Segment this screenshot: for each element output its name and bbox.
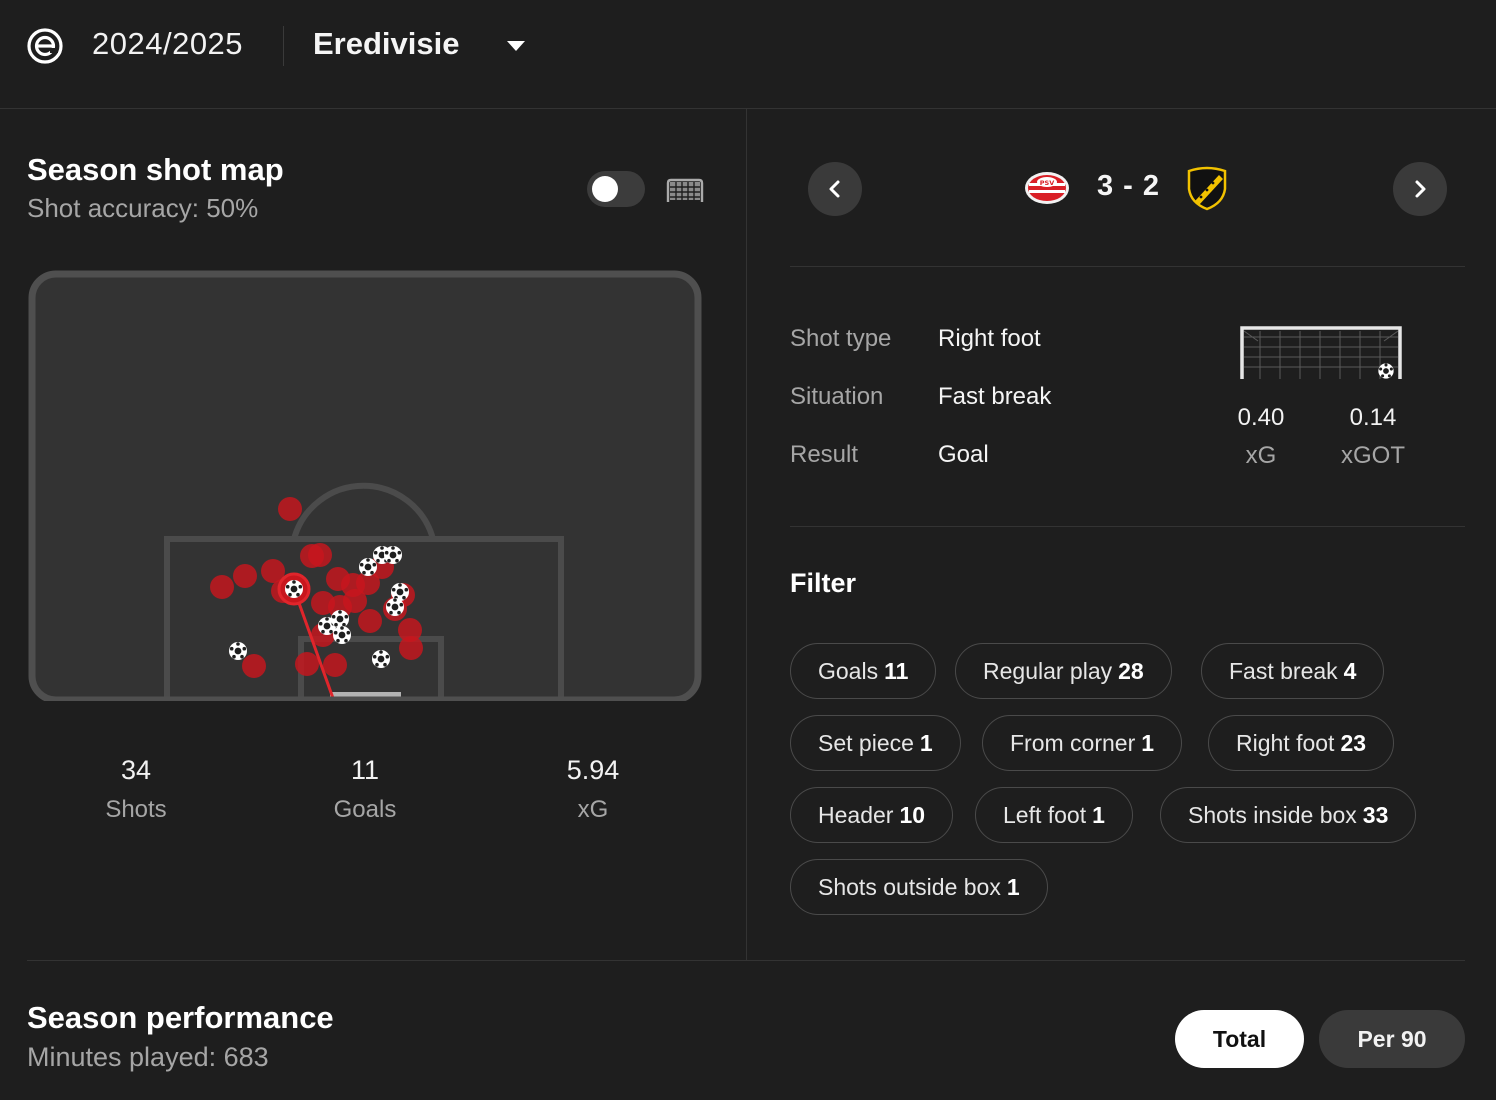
filter-chip-shots-outside-box[interactable]: Shots outside box 1: [790, 859, 1048, 915]
chip-label: From corner: [1010, 730, 1136, 756]
chip-label: Header: [818, 802, 894, 828]
penalty-area: [164, 536, 564, 700]
shot-accuracy: Shot accuracy: 50%: [27, 193, 259, 223]
stat-value: 34: [120, 755, 152, 785]
filter-chip-from-corner[interactable]: From corner 1: [982, 715, 1183, 771]
pitch-border: [28, 270, 702, 701]
divider: [790, 526, 1465, 527]
chip-count: 1: [1141, 730, 1155, 756]
stat-xg: 5.94 xG: [513, 755, 673, 824]
previous-match-button[interactable]: [808, 162, 862, 216]
season-selector[interactable]: 2024/2025: [92, 26, 244, 61]
eredivisie-logo-icon: [27, 28, 63, 64]
header-divider: [283, 26, 284, 66]
stat-shots: 34 Shots: [56, 755, 216, 824]
stat-value: 11: [350, 755, 380, 785]
stat-label: xG: [577, 796, 609, 823]
shot-map-title: Season shot map: [27, 152, 284, 187]
shot-map-pitch[interactable]: [27, 269, 703, 701]
filter-chip-fast-break[interactable]: Fast break 4: [1201, 643, 1385, 699]
filter-title: Filter: [790, 568, 857, 598]
top-bar: 2024/2025 Eredivisie: [0, 0, 1496, 109]
penalty-arc: [291, 482, 436, 540]
filter-chip-left-foot[interactable]: Left foot 1: [975, 787, 1133, 843]
goal-mouth: [330, 692, 401, 700]
chip-count: 28: [1118, 658, 1144, 684]
chip-label: Right foot: [1236, 730, 1335, 756]
chevron-left-icon: [829, 180, 840, 198]
filter-chip-goals[interactable]: Goals 11: [790, 643, 937, 699]
chip-label: Set piece: [818, 730, 914, 756]
chip-label: Shots outside box: [818, 874, 1001, 900]
goal-net-icon[interactable]: [664, 176, 706, 204]
chevron-right-icon: [1415, 180, 1426, 198]
xg-label: xG: [1245, 442, 1277, 469]
nac-crest-icon[interactable]: [1185, 165, 1229, 211]
goal-placement-icon: [1240, 326, 1402, 379]
chip-count: 1: [1092, 802, 1105, 828]
total-toggle-button[interactable]: Total: [1175, 1010, 1304, 1068]
chip-count: 11: [884, 658, 909, 684]
situation-label: Situation: [790, 383, 884, 410]
match-score: 3 - 2: [1097, 170, 1161, 202]
selected-shot-trajectory: [292, 588, 336, 700]
column-divider: [746, 109, 747, 960]
stat-label: Goals: [333, 796, 397, 823]
result-label: Result: [790, 441, 859, 468]
stat-label: Shots: [105, 796, 167, 823]
minutes-played: Minutes played: 683: [27, 1042, 269, 1072]
xgot-value: 0.14: [1349, 404, 1397, 431]
divider: [790, 266, 1465, 267]
stat-value: 5.94: [566, 755, 620, 785]
filter-chip-set-piece[interactable]: Set piece 1: [790, 715, 961, 771]
chip-label: Goals: [818, 658, 879, 684]
caret-down-icon[interactable]: [505, 38, 527, 54]
shot-type-value: Right foot: [938, 325, 1041, 352]
psv-crest-icon[interactable]: PSV: [1024, 170, 1070, 206]
shot-map-toggle[interactable]: [587, 171, 645, 207]
filter-chip-regular-play[interactable]: Regular play 28: [955, 643, 1172, 699]
chip-count: 1: [1006, 874, 1020, 900]
league-selector[interactable]: Eredivisie: [313, 26, 460, 61]
chip-label: Shots inside box: [1188, 802, 1357, 828]
xgot-label: xGOT: [1341, 442, 1405, 469]
per90-toggle-button[interactable]: Per 90: [1319, 1010, 1465, 1068]
result-value: Goal: [938, 441, 989, 468]
chip-count: 33: [1362, 802, 1389, 828]
toggle-knob: [592, 176, 618, 202]
filter-chip-right-foot[interactable]: Right foot 23: [1208, 715, 1395, 771]
xg-value: 0.40: [1237, 404, 1285, 431]
stat-goals: 11 Goals: [285, 755, 445, 824]
shot-type-label: Shot type: [790, 325, 892, 352]
section-divider: [27, 960, 1465, 961]
goal-area: [298, 636, 444, 700]
situation-value: Fast break: [938, 383, 1052, 410]
chip-count: 23: [1340, 730, 1367, 756]
shot-markers: [210, 497, 423, 678]
chip-label: Regular play: [983, 658, 1113, 684]
chip-count: 4: [1343, 658, 1357, 684]
chip-count: 10: [899, 802, 926, 828]
chip-label: Left foot: [1003, 802, 1087, 828]
chip-label: Fast break: [1229, 658, 1338, 684]
filter-chip-header[interactable]: Header 10: [790, 787, 954, 843]
season-performance-title: Season performance: [27, 1000, 334, 1035]
svg-text:PSV: PSV: [1040, 179, 1054, 187]
chip-count: 1: [919, 730, 933, 756]
filter-chip-shots-inside-box[interactable]: Shots inside box 33: [1160, 787, 1417, 843]
next-match-button[interactable]: [1393, 162, 1447, 216]
